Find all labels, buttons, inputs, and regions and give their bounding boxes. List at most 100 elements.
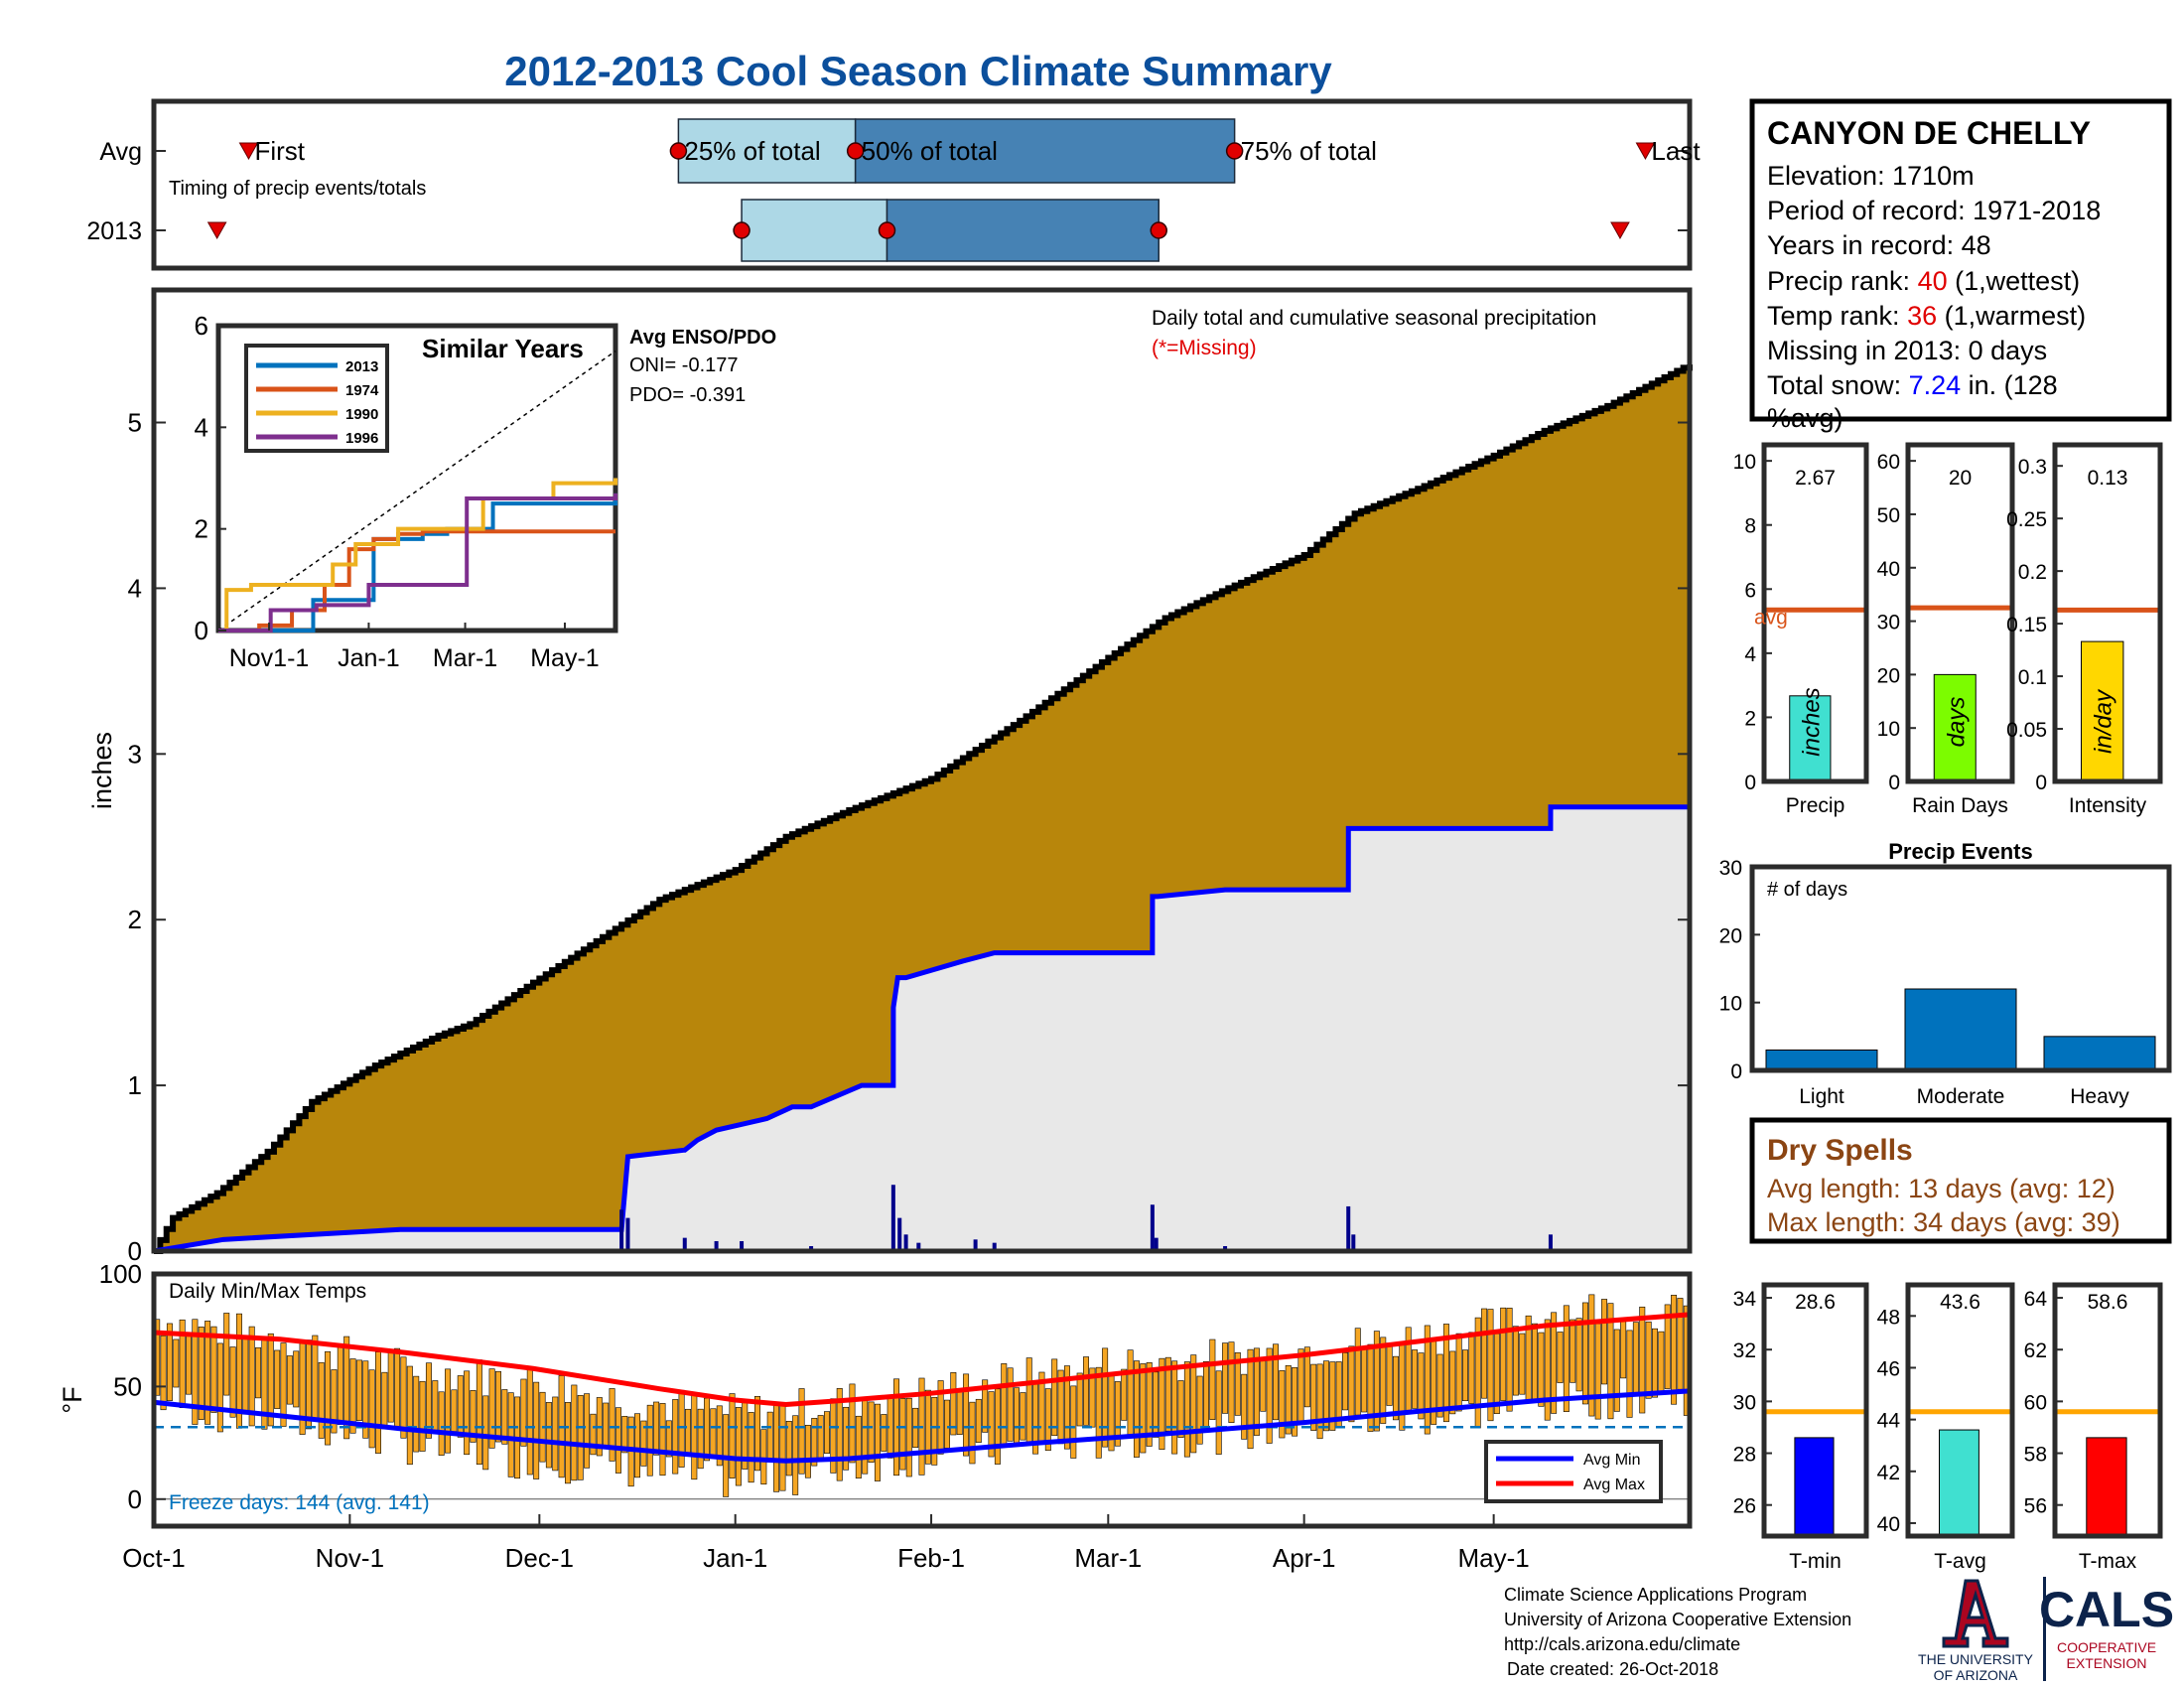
station-period: Period of record: 1971-2018 [1767, 196, 2101, 225]
tbar-frame [1761, 1282, 1869, 1539]
daily-temp-bar [451, 1389, 458, 1432]
daily-temp-bar [470, 1390, 477, 1443]
inset-y-tick-label: 6 [195, 311, 208, 341]
temp-stat-bar-2 [2086, 1437, 2127, 1537]
mini-category-label: Intensity [2069, 794, 2147, 817]
daily-temp-bar [1102, 1347, 1109, 1448]
inset-title: Similar Years [422, 334, 584, 363]
mini-y-tick-label: 0.3 [2018, 456, 2047, 479]
daily-temp-bar [1241, 1373, 1248, 1440]
daily-temp-bar [1044, 1388, 1051, 1452]
avg-min-line [153, 1388, 1691, 1464]
events-frame [1749, 864, 2172, 1073]
page-title: 2012-2013 Cool Season Climate Summary [504, 48, 1332, 94]
cals-coop-line2: EXTENSION [2067, 1655, 2147, 1671]
inset-legend-label: 1974 [345, 382, 379, 399]
daily-temp-bar [406, 1365, 413, 1466]
daily-temp-bar [1253, 1347, 1260, 1436]
daily-temp-bar [1297, 1348, 1304, 1425]
daily-temp-bar [1202, 1360, 1209, 1429]
station-elevation: Elevation: 1710m [1767, 161, 1975, 191]
daily-temp-bar [1171, 1360, 1178, 1455]
daily-temp-bar [1601, 1299, 1608, 1385]
inset-y-tick-label: 0 [195, 616, 208, 645]
mini-category-label: Precip [1786, 794, 1845, 817]
temp-frame [151, 1271, 1693, 1529]
main-frame [151, 287, 1693, 1254]
daily-temp-bar [1462, 1349, 1468, 1402]
daily-temp-bar [1551, 1312, 1558, 1414]
y-tick-label: 3 [128, 739, 142, 769]
tbar-category-label: T-max [2079, 1550, 2137, 1573]
daily-temp-bar [1215, 1370, 1222, 1455]
daily-temp-bar [210, 1326, 217, 1413]
station-missing: Missing in 2013: 0 days [1767, 336, 2047, 365]
daily-temp-bar [1386, 1342, 1393, 1406]
tbar-y-tick-label: 64 [2024, 1288, 2048, 1311]
events-title: Precip Events [1888, 839, 2033, 864]
daily-temp-bar [457, 1375, 464, 1438]
daily-temp-bar [1588, 1294, 1595, 1417]
daily-temp-bar [501, 1389, 508, 1445]
daily-temp-bar [710, 1408, 717, 1459]
quartile-marker [1225, 142, 1244, 160]
timing-marker-label: First [254, 136, 305, 166]
daily-temp-bar [937, 1380, 944, 1455]
daily-temp-bar [1632, 1322, 1639, 1396]
tbar-y-tick-label: 56 [2024, 1495, 2047, 1518]
daily-temp-bar [824, 1411, 830, 1454]
daily-precip-bar [740, 1240, 745, 1251]
events-note: # of days [1767, 879, 1847, 901]
daily-precip-bar [682, 1237, 687, 1251]
daily-temp-bar [874, 1403, 881, 1481]
daily-temp-bar [248, 1326, 255, 1427]
daily-temp-bar [318, 1361, 325, 1439]
daily-temp-bar [1405, 1327, 1412, 1411]
daily-precip-bar [1548, 1234, 1553, 1251]
daily-temp-bar [1557, 1332, 1564, 1383]
daily-temp-bar [1083, 1356, 1090, 1426]
timing-box-q2 [854, 118, 1236, 184]
daily-precip-bar [973, 1239, 978, 1251]
mini-y-tick-label: 4 [1744, 643, 1756, 666]
tbar-y-tick-label: 58 [2024, 1444, 2047, 1467]
event-bar-moderate [1904, 988, 2017, 1071]
daily-temp-bar [1209, 1338, 1216, 1420]
mini-y-tick-label: 20 [1877, 664, 1900, 687]
daily-temp-bar [205, 1321, 211, 1425]
daily-temp-bar [1133, 1360, 1140, 1458]
daily-temp-bar [1153, 1371, 1160, 1438]
daily-temp-bar [223, 1313, 230, 1396]
daily-temp-bar [552, 1396, 559, 1472]
temp-y-axis-label: °F [58, 1386, 87, 1413]
daily-temp-bar [577, 1395, 584, 1480]
mini-y-tick-label: 8 [1744, 515, 1756, 538]
precip-stat-bars: 0 2 4 6 8 10 2.67 inches Precip avg 0 10 20 30 40 50 60 2… [1733, 442, 2163, 817]
daily-temp-bar [1367, 1343, 1374, 1432]
daily-temp-bar [931, 1396, 938, 1466]
daily-temp-bar [1424, 1325, 1431, 1435]
daily-temp-bar [349, 1358, 356, 1434]
daily-temp-bar [533, 1381, 540, 1479]
tbar-y-tick-label: 40 [1877, 1513, 1900, 1536]
timing-panel: Avg 2013 First 25% of total 50% of total 75% … [86, 98, 1701, 271]
daily-temp-bar [704, 1397, 711, 1462]
avg-max-line [153, 1312, 1691, 1408]
daily-temp-bar [1373, 1331, 1380, 1432]
inset-series-1996 [218, 492, 617, 633]
daily-temp-bar [798, 1388, 805, 1475]
daily-temp-bar [1354, 1328, 1361, 1416]
daily-temp-bar [160, 1335, 167, 1411]
quartile-marker [669, 142, 688, 160]
mini-y-tick-label: 10 [1877, 718, 1900, 741]
daily-temp-bar [1570, 1319, 1576, 1383]
daily-temp-bar [381, 1371, 388, 1430]
footer-url: http://cals.arizona.edu/climate [1504, 1634, 1740, 1654]
daily-precip-bar [1154, 1237, 1159, 1251]
daily-temp-bar [716, 1405, 723, 1467]
daily-temp-bar [355, 1359, 362, 1421]
station-snow: Total snow: 7.24 in. (128 [1767, 370, 2058, 400]
daily-temp-bar [1114, 1381, 1121, 1447]
mini-frame [1905, 442, 2015, 784]
mini-y-tick-label: 0.15 [2006, 614, 2047, 636]
